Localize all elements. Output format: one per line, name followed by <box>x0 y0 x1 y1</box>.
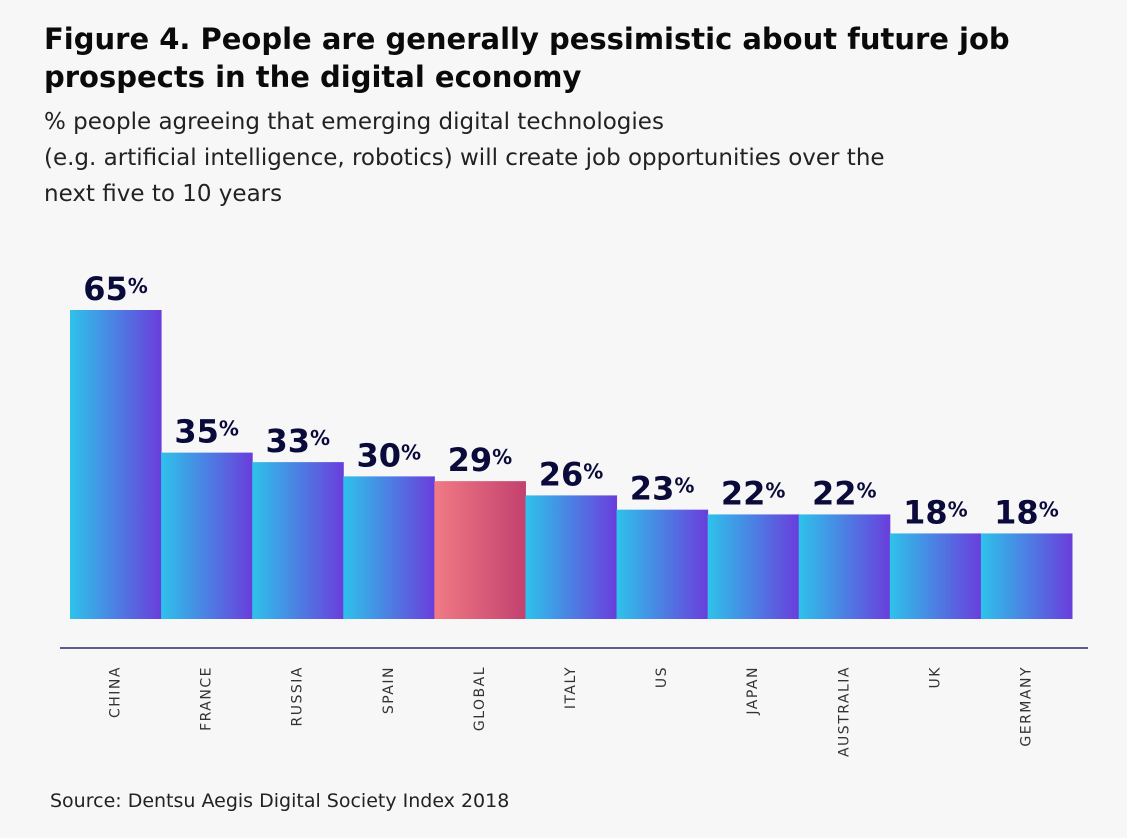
tick-label-global: GLOBAL <box>472 666 488 731</box>
value-labels-group: 65% 35% 33% 30% 29% 26% 23% 22% 22% 18% 18% <box>83 270 1058 531</box>
bar-uk <box>889 533 982 619</box>
bar-russia <box>252 462 344 619</box>
tick-label-italy: ITALY <box>563 666 579 709</box>
subtitle-line-2: (e.g. artificial intelligence, robotics)… <box>44 145 885 171</box>
tick-labels-group: CHINA FRANCE RUSSIA SPAIN GLOBAL ITALY US JAPAN… <box>108 666 1035 757</box>
tick-label-australia: AUSTRALIA <box>836 666 852 757</box>
bar-japan <box>707 514 800 619</box>
tick-label-russia: RUSSIA <box>290 666 306 726</box>
bar-australia <box>798 514 891 619</box>
value-label-russia: 33% <box>265 422 330 460</box>
tick-label-spain: SPAIN <box>381 666 397 714</box>
bars-group <box>70 310 1073 619</box>
tick-label-japan: JAPAN <box>745 666 761 716</box>
value-label-france: 35% <box>174 413 239 451</box>
value-label-italy: 26% <box>539 455 604 493</box>
value-label-uk: 18% <box>903 493 968 531</box>
bar-global <box>434 481 526 619</box>
subtitle-line-1: % people agreeing that emerging digital … <box>44 109 664 135</box>
value-label-australia: 22% <box>812 474 877 512</box>
bar-italy <box>525 495 618 619</box>
subtitle-line-3: next five to 10 years <box>44 181 283 207</box>
bar-us <box>616 509 709 619</box>
value-label-spain: 30% <box>357 436 422 474</box>
tick-label-us: US <box>654 666 670 688</box>
bar-spain <box>343 476 435 619</box>
bar-france <box>161 452 253 619</box>
value-label-us: 23% <box>630 470 695 508</box>
chart-title: Figure 4. People are generally pessimist… <box>44 22 1010 94</box>
tick-label-france: FRANCE <box>199 666 215 731</box>
source-note: Source: Dentsu Aegis Digital Society Ind… <box>50 790 510 812</box>
chart-subtitle: % people agreeing that emerging digital … <box>44 104 1104 212</box>
tick-label-germany: GERMANY <box>1018 666 1034 747</box>
tick-label-china: CHINA <box>108 666 124 718</box>
value-label-japan: 22% <box>721 474 786 512</box>
tick-label-uk: UK <box>927 666 943 688</box>
value-label-china: 65% <box>83 270 148 308</box>
bar-germany <box>980 533 1073 619</box>
value-label-germany: 18% <box>994 493 1059 531</box>
value-label-global: 29% <box>448 441 513 479</box>
bar-china <box>70 310 162 619</box>
